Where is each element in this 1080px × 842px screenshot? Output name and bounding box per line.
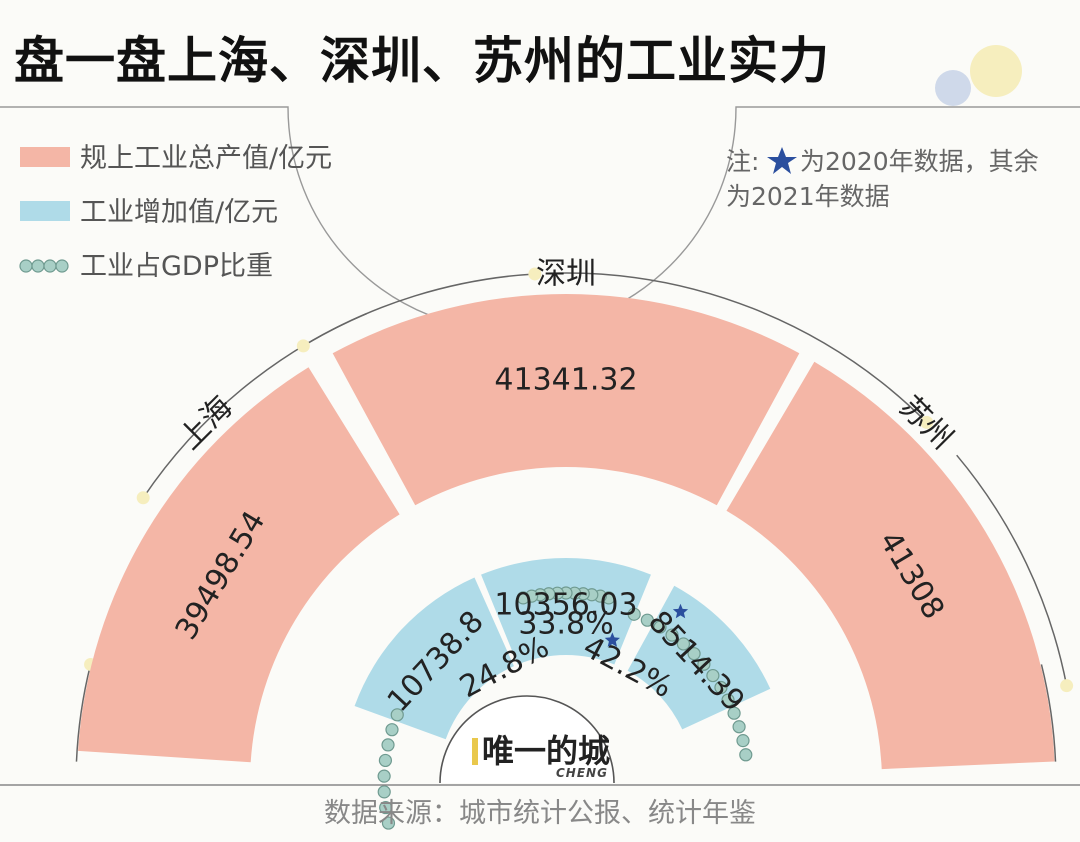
page-title: 盘一盘上海、深圳、苏州的工业实力 bbox=[14, 32, 830, 90]
gdp-share-bead bbox=[736, 734, 750, 748]
gdp-share-bead bbox=[381, 816, 396, 830]
source-note: 数据来源：城市统计公报、统计年鉴 bbox=[324, 798, 756, 829]
gdp-share-bead bbox=[676, 637, 691, 651]
star-icon bbox=[672, 603, 689, 619]
gdp-share-bead bbox=[378, 753, 393, 768]
note-prefix: 注: bbox=[726, 147, 759, 176]
gdp-share-label: 33.8% bbox=[518, 607, 613, 642]
gdp-share-bead bbox=[653, 620, 667, 634]
output-bar bbox=[726, 361, 1055, 770]
gdp-share-bead bbox=[721, 693, 735, 707]
gdp-share-bead bbox=[739, 748, 753, 762]
gdp-share-bead bbox=[627, 607, 641, 621]
gdp-share-bead bbox=[714, 680, 728, 695]
gdp-share-bead bbox=[640, 613, 654, 627]
value-added-label: 10356.03 bbox=[494, 588, 637, 623]
legend-swatch-output bbox=[20, 147, 70, 167]
legend-beads-icon bbox=[19, 259, 69, 273]
gdp-share-bead bbox=[697, 657, 711, 671]
gdp-share-bead bbox=[377, 785, 391, 799]
gdp-share-bead bbox=[516, 591, 530, 605]
city-label: 深圳 bbox=[536, 257, 596, 292]
gdp-share-bead bbox=[377, 769, 391, 783]
gdp-share-bead bbox=[727, 706, 741, 720]
guide-dot-icon bbox=[296, 339, 310, 353]
gdp-share-beads bbox=[377, 586, 753, 830]
guide-arc bbox=[1040, 664, 1057, 762]
star-icon bbox=[604, 632, 620, 647]
gdp-share-bead bbox=[385, 723, 399, 737]
output-bar bbox=[332, 294, 800, 506]
output-bar bbox=[78, 367, 400, 763]
legend: 规上工业总产值/亿元 工业增加值/亿元 工业占GDP比重 bbox=[19, 143, 332, 282]
logo-arc bbox=[439, 695, 615, 784]
note-line1: 为2020年数据，其余 bbox=[800, 147, 1039, 176]
note: 注: 为2020年数据，其余 为2021年数据 bbox=[726, 147, 1039, 211]
star-icon bbox=[767, 147, 797, 174]
legend-label-gdp-share: 工业占GDP比重 bbox=[80, 251, 273, 282]
note-line2: 为2021年数据 bbox=[726, 182, 890, 211]
value-added-bar bbox=[354, 577, 514, 740]
output-value-label: 41341.32 bbox=[494, 363, 637, 398]
logo: 唯一的城 CHENG bbox=[439, 695, 615, 784]
guide-dot-icon bbox=[1060, 679, 1074, 693]
output-bars bbox=[78, 294, 1055, 770]
guide-dot-icon bbox=[136, 491, 150, 505]
decor-blue-circle bbox=[935, 70, 971, 106]
legend-swatch-value-added bbox=[20, 201, 70, 221]
guide-arc bbox=[142, 312, 368, 499]
logo-subtext: CHENG bbox=[556, 766, 608, 780]
gdp-share-bead bbox=[379, 800, 393, 815]
gdp-share-bead bbox=[732, 720, 746, 734]
guide-dot-icon bbox=[528, 267, 542, 281]
legend-label-value-added: 工业增加值/亿元 bbox=[80, 197, 278, 228]
guide-arc bbox=[548, 272, 928, 423]
legend-label-output: 规上工业总产值/亿元 bbox=[80, 143, 332, 174]
logo-text: 唯一的城 bbox=[482, 732, 610, 770]
guide-dot-icon bbox=[920, 415, 934, 429]
gdp-share-bead bbox=[706, 668, 720, 683]
gdp-share-bead bbox=[665, 628, 679, 642]
logo-bar-icon bbox=[472, 738, 478, 765]
gdp-share-bead bbox=[687, 647, 701, 661]
gdp-share-bead bbox=[381, 738, 395, 752]
decor-yellow-circle bbox=[970, 45, 1022, 97]
gdp-share-bead bbox=[390, 708, 404, 722]
guide-arc bbox=[956, 454, 1068, 686]
